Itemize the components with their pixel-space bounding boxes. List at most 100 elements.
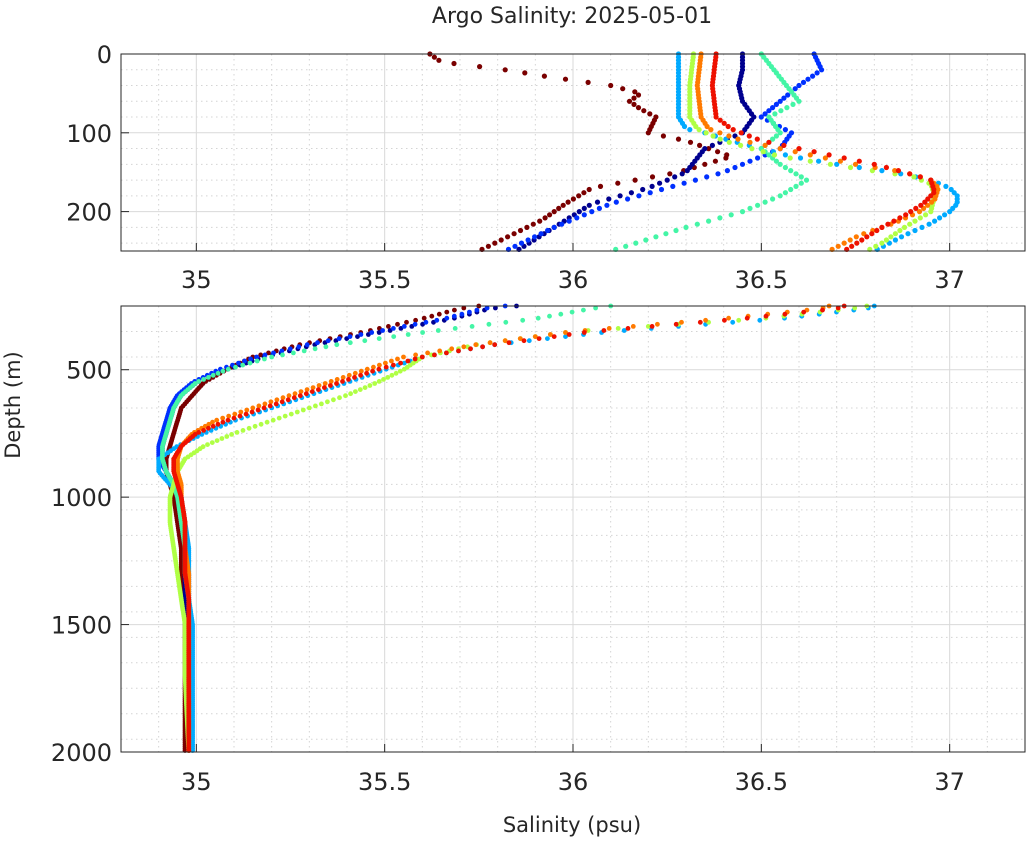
data-point: [574, 215, 580, 221]
data-point: [383, 364, 389, 370]
data-point: [369, 330, 375, 335]
data-point: [864, 234, 870, 240]
data-point: [739, 161, 746, 167]
data-point: [280, 352, 285, 358]
data-point: [810, 73, 816, 79]
data-point: [231, 415, 237, 421]
data-point: [703, 130, 709, 136]
data-point: [346, 377, 351, 382]
data-point: [645, 130, 651, 136]
data-point: [912, 227, 918, 234]
data-point: [732, 164, 738, 171]
data-point: [310, 385, 316, 390]
data-point: [234, 430, 240, 435]
data-point: [778, 108, 784, 114]
data-point: [653, 234, 659, 240]
data-point: [511, 231, 517, 237]
data-point: [784, 105, 790, 111]
data-point: [834, 161, 840, 167]
data-point: [517, 336, 523, 341]
data-point: [536, 336, 542, 341]
x-tick-label: 35: [181, 768, 212, 796]
data-point: [412, 321, 418, 327]
data-point: [206, 421, 212, 427]
data-point: [787, 155, 793, 161]
data-point: [581, 330, 587, 335]
data-point: [413, 352, 418, 358]
data-point: [792, 149, 798, 155]
data-point: [243, 411, 249, 417]
data-point: [898, 234, 905, 240]
data-point: [532, 234, 538, 240]
data-point: [770, 136, 776, 142]
y-tick-label: 0: [97, 41, 112, 69]
y-tick-label: 200: [66, 199, 112, 227]
data-point: [581, 212, 587, 218]
data-point: [849, 243, 855, 249]
data-point: [240, 428, 246, 433]
x-tick-label: 37: [934, 768, 965, 796]
data-point: [793, 171, 799, 177]
data-point: [434, 317, 440, 323]
data-point: [291, 395, 297, 401]
data-point: [892, 237, 899, 243]
data-point: [395, 321, 400, 327]
data-point: [336, 336, 342, 341]
data-point: [847, 164, 854, 171]
data-point: [785, 92, 791, 98]
series-7: [709, 51, 937, 252]
data-point: [586, 186, 592, 193]
data-point: [537, 218, 543, 224]
data-point: [423, 319, 429, 325]
data-point: [793, 183, 799, 189]
data-point: [224, 434, 230, 439]
data-point: [201, 377, 207, 382]
data-point: [512, 243, 518, 249]
data-point: [248, 356, 254, 362]
data-point: [558, 311, 564, 317]
data-point: [547, 313, 552, 319]
data-point: [412, 356, 418, 362]
x-tick-label: 35.5: [358, 266, 411, 294]
y-tick-label: 2000: [51, 739, 112, 767]
data-point: [376, 366, 382, 372]
data-point: [285, 397, 291, 403]
data-point: [236, 360, 241, 366]
data-point: [233, 364, 238, 370]
data-point: [312, 346, 318, 352]
data-point: [704, 123, 710, 130]
data-point: [486, 321, 492, 327]
data-point: [249, 409, 255, 415]
data-point: [722, 317, 727, 323]
data-point: [319, 401, 324, 407]
data-point: [649, 324, 655, 329]
data-point: [621, 328, 627, 333]
data-point: [421, 315, 427, 321]
data-point: [264, 419, 270, 425]
data-point: [922, 199, 928, 205]
data-point: [291, 350, 296, 356]
data-point: [337, 395, 342, 401]
data-point: [856, 164, 862, 171]
data-point: [801, 309, 807, 315]
data-point: [225, 417, 231, 423]
data-point: [667, 171, 673, 177]
y-tick-label: 100: [66, 120, 112, 148]
data-point: [238, 409, 244, 415]
data-point: [937, 215, 943, 221]
data-point: [372, 381, 378, 386]
data-point: [635, 92, 642, 98]
data-point: [358, 368, 364, 374]
data-point: [297, 393, 303, 399]
data-point: [754, 136, 760, 142]
data-point: [256, 403, 262, 409]
data-point: [300, 407, 306, 413]
data-point: [773, 133, 780, 139]
data-point: [782, 152, 789, 158]
data-point: [738, 130, 744, 136]
data-point: [697, 319, 703, 325]
data-point: [502, 67, 508, 73]
data-point: [484, 305, 490, 311]
data-point: [725, 123, 731, 130]
